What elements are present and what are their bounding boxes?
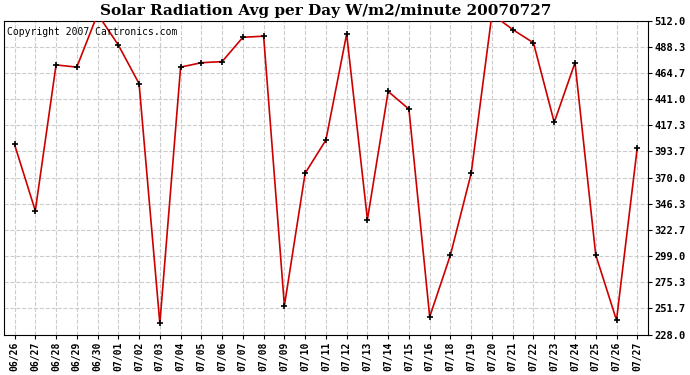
Text: Copyright 2007 Cartronics.com: Copyright 2007 Cartronics.com: [8, 27, 178, 37]
Title: Solar Radiation Avg per Day W/m2/minute 20070727: Solar Radiation Avg per Day W/m2/minute …: [100, 4, 551, 18]
